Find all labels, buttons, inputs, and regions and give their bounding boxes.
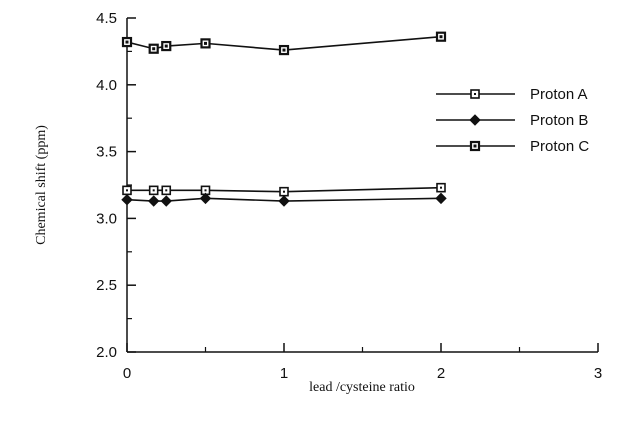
legend-item: Proton B bbox=[436, 112, 588, 129]
data-point bbox=[121, 36, 133, 48]
data-point bbox=[279, 186, 289, 197]
legend-label: Proton A bbox=[530, 86, 588, 103]
data-point bbox=[121, 193, 133, 206]
y-tick-label: 3.0 bbox=[96, 210, 117, 227]
data-point bbox=[278, 195, 290, 207]
data-point bbox=[160, 195, 172, 207]
y-tick-label: 3.5 bbox=[96, 144, 117, 161]
y-tick-label: 2.0 bbox=[96, 344, 117, 361]
data-point bbox=[435, 31, 447, 42]
data-point bbox=[278, 44, 290, 56]
data-point bbox=[436, 182, 446, 193]
data-point bbox=[148, 185, 159, 196]
x-tick-label: 2 bbox=[437, 365, 445, 382]
y-tick-label: 2.5 bbox=[96, 277, 117, 294]
y-axis-title: Chemical shift (ppm) bbox=[34, 125, 49, 245]
axes bbox=[126, 18, 598, 353]
legend-item: Proton A bbox=[436, 86, 588, 103]
series-group bbox=[121, 31, 447, 207]
legend-label: Proton B bbox=[530, 112, 588, 129]
x-tick-label: 0 bbox=[123, 365, 131, 382]
legend-item: Proton C bbox=[436, 138, 589, 155]
x-tick-label: 3 bbox=[594, 365, 602, 382]
data-point bbox=[122, 185, 132, 196]
legend-marker bbox=[469, 140, 481, 152]
data-point bbox=[199, 192, 212, 205]
y-tick-label: 4.0 bbox=[96, 77, 117, 94]
data-point bbox=[161, 185, 172, 196]
data-point bbox=[161, 40, 172, 52]
data-point bbox=[148, 43, 159, 54]
data-point bbox=[147, 195, 160, 207]
x-tick-label: 1 bbox=[280, 365, 288, 382]
data-point bbox=[435, 192, 447, 205]
ticks: 2.0 2.5 3.0 3.5 4.0 4.5 0 1 2 3 bbox=[96, 10, 602, 382]
legend-marker bbox=[470, 89, 480, 99]
x-axis-title: lead /cysteine ratio bbox=[309, 380, 415, 395]
y-tick-label: 4.5 bbox=[96, 10, 117, 27]
data-point bbox=[200, 38, 211, 49]
legend-label: Proton C bbox=[530, 138, 589, 155]
legend-marker bbox=[469, 114, 481, 126]
legend: Proton A Proton B Proton C bbox=[436, 86, 589, 155]
